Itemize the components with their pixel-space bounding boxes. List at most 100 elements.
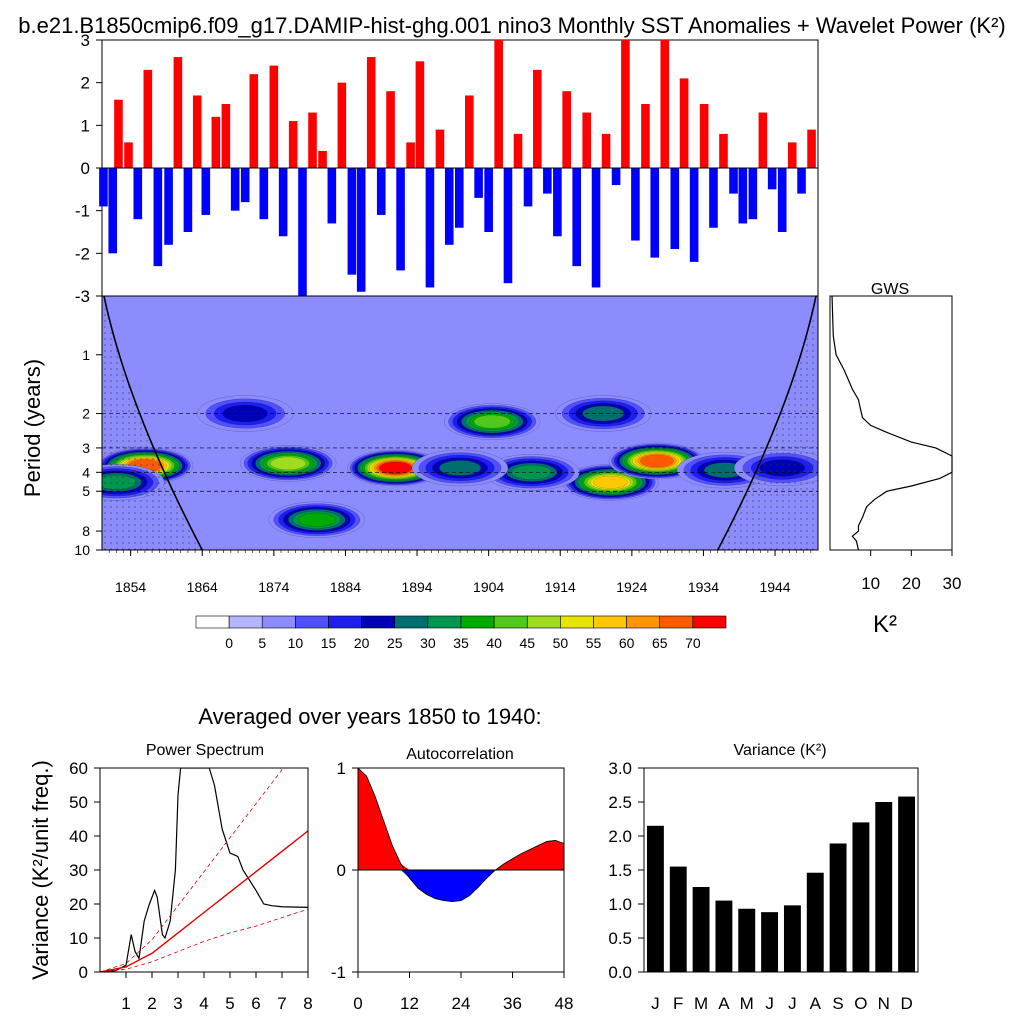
variance-month-label: J — [788, 994, 797, 1013]
sst-positive-bar — [465, 95, 474, 168]
ps-xtick-label: 1 — [121, 994, 130, 1013]
sst-positive-bar — [415, 61, 425, 169]
sst-negative-bar — [183, 168, 193, 232]
colorbar-swatch — [560, 615, 594, 629]
sst-negative-bar — [347, 168, 357, 275]
colorbar-label: 0 — [225, 635, 233, 651]
sst-negative-bar — [396, 168, 405, 271]
sst-negative-bar — [153, 168, 163, 267]
ps-xtick-label: 7 — [277, 994, 286, 1013]
gws-xtick-label: 20 — [902, 574, 921, 593]
sst-positive-bar — [406, 142, 415, 168]
sst-positive-bar — [601, 133, 611, 168]
year-tick-label: 1884 — [330, 579, 361, 595]
period-tick-label: 3 — [82, 440, 90, 456]
sst-positive-bar — [173, 57, 183, 168]
period-tick-label: 10 — [74, 542, 90, 558]
ps-frame — [99, 767, 309, 973]
cone-of-influence-hatch-right — [717, 296, 818, 550]
colorbar-label: 65 — [652, 635, 668, 651]
sst-ytick-label: -3 — [75, 287, 90, 306]
year-tick-label: 1854 — [115, 579, 146, 595]
averaged-subtitle: Averaged over years 1850 to 1940: — [198, 704, 541, 729]
sst-ytick-label: 3 — [81, 31, 90, 50]
sst-positive-bar — [386, 91, 395, 168]
gws-title: GWS — [871, 281, 909, 298]
sst-anomaly-panel: 3 2 1 0 -1 -2 -3 — [75, 31, 819, 306]
wavelet-contour — [270, 456, 307, 471]
ps-xtick-label: 6 — [251, 994, 260, 1013]
colorbar-label: 25 — [387, 635, 403, 651]
sst-negative-bar — [553, 168, 562, 237]
wavelet-contour — [473, 414, 511, 429]
year-tick-label: 1904 — [473, 579, 504, 595]
wavelet-field — [102, 296, 818, 550]
gws-xlabel: K² — [873, 611, 897, 638]
sst-negative-bar — [777, 168, 787, 232]
sst-negative-bar — [474, 168, 483, 198]
sst-positive-bar — [679, 78, 689, 168]
sst-negative-bar — [356, 168, 366, 292]
sst-negative-bar — [201, 168, 211, 215]
sst-positive-bar — [337, 82, 347, 168]
sst-positive-bar — [621, 40, 630, 168]
ps-xtick-label: 5 — [225, 994, 234, 1013]
ps-xtick-label: 2 — [147, 994, 156, 1013]
sst-negative-bar — [543, 168, 552, 194]
sst-negative-bar — [278, 168, 288, 237]
colorbar-legend: 0 5 10 15 20 25 30 35 40 45 50 55 60 65 70 — [195, 615, 727, 651]
year-tick-label: 1924 — [616, 579, 647, 595]
sst-ytick-label: 1 — [81, 116, 90, 135]
sst-negative-bar — [631, 168, 640, 241]
wavelet-contour — [378, 461, 413, 475]
cone-of-influence-right — [717, 296, 817, 550]
colorbar-swatch — [692, 615, 727, 629]
sst-negative-bar — [523, 168, 533, 207]
ps-ytick-label: 0 — [79, 963, 88, 982]
variance-month-label: F — [673, 994, 683, 1013]
power-spectrum-title: Power Spectrum — [146, 742, 264, 759]
ps-ytick-label: 60 — [69, 759, 88, 778]
sst-negative-bar — [133, 168, 143, 220]
sst-positive-bar — [124, 142, 133, 168]
year-tick-label: 1944 — [759, 579, 790, 595]
colorbar-swatch — [593, 615, 627, 629]
sst-positive-bar — [192, 95, 202, 168]
variance-bar — [761, 912, 779, 972]
colorbar-swatch — [394, 615, 429, 629]
variance-ytick-label: 1.5 — [608, 861, 632, 880]
period-tick-label: 8 — [82, 523, 90, 539]
sst-negative-bar — [738, 168, 748, 224]
colorbar-label: 20 — [354, 635, 370, 651]
ac-ytick-label: 1 — [337, 759, 346, 778]
variance-bar — [852, 822, 870, 972]
colorbar-label: 35 — [453, 635, 469, 651]
sst-negative-bar — [670, 168, 680, 250]
sst-positive-bar — [269, 65, 279, 168]
sst-positive-bar — [221, 104, 231, 168]
sst-positive-bar — [758, 112, 768, 168]
period-tick-label: 1 — [82, 347, 90, 363]
colorbar-label: 30 — [420, 635, 436, 651]
ps-xtick-label: 4 — [199, 994, 208, 1013]
variance-bar — [806, 872, 824, 972]
sst-negative-bar — [729, 168, 738, 194]
ps-series-upper — [100, 768, 284, 972]
ps-xtick-label: 8 — [303, 994, 312, 1013]
variance-bar — [646, 825, 664, 972]
variance-month-label: D — [900, 994, 912, 1013]
sst-negative-bar — [572, 168, 582, 267]
ps-series-lower — [100, 908, 308, 972]
sst-positive-bar — [143, 69, 153, 168]
colorbar-label: 55 — [586, 635, 602, 651]
sst-negative-bar — [797, 168, 806, 194]
variance-ytick-label: 0.0 — [608, 963, 632, 982]
sst-negative-bar — [650, 168, 660, 258]
ac-negative-area — [358, 870, 564, 902]
colorbar-label: 60 — [619, 635, 635, 651]
sst-ytick-label: -1 — [75, 202, 90, 221]
colorbar-label: 70 — [685, 635, 701, 651]
sst-positive-bar — [562, 91, 571, 168]
colorbar-swatch — [526, 615, 561, 629]
